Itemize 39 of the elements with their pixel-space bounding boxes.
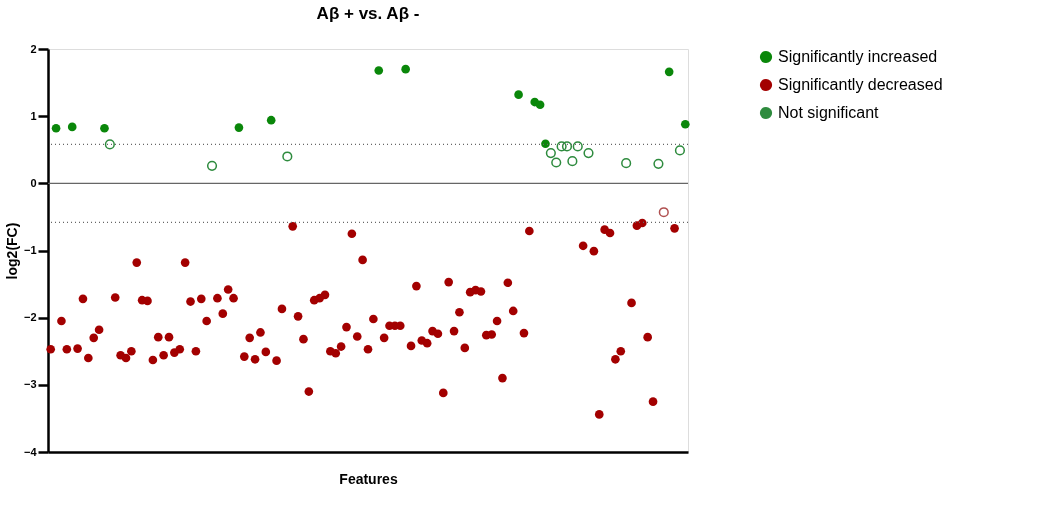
point	[67, 122, 77, 132]
x-axis-title: Features	[339, 470, 398, 487]
point	[282, 151, 293, 162]
point	[567, 156, 578, 167]
point	[658, 207, 669, 218]
y-tick-label: 2	[30, 42, 37, 55]
point	[266, 115, 276, 125]
y-tick-label: 0	[30, 176, 37, 189]
y-tick-label: −2	[23, 311, 37, 324]
legend-label: Significantly increased	[778, 48, 938, 65]
point	[100, 123, 109, 133]
y-tick-label: −3	[23, 378, 37, 391]
point	[51, 123, 61, 133]
point	[535, 100, 545, 110]
legend-label: Not significant	[778, 104, 880, 121]
y-axis-title: log2(FC)	[3, 222, 20, 280]
chart-title: Aβ + vs. Aβ -	[316, 4, 420, 23]
point	[551, 157, 562, 168]
point	[556, 141, 567, 152]
point	[674, 145, 686, 156]
point	[545, 148, 556, 159]
point	[561, 141, 573, 152]
point	[401, 64, 410, 74]
point	[104, 139, 115, 150]
y-tick-label: 1	[30, 109, 37, 122]
point	[583, 148, 594, 159]
point	[374, 66, 384, 75]
legend-label: Significantly decreased	[778, 76, 943, 93]
y-tick-label: −4	[23, 445, 38, 458]
point	[541, 139, 550, 149]
point	[664, 67, 674, 77]
point	[514, 90, 523, 99]
point	[680, 119, 690, 129]
point	[206, 160, 218, 171]
point	[621, 158, 632, 169]
y-tick-label: −1	[23, 244, 37, 256]
point	[572, 141, 583, 152]
point	[234, 123, 244, 132]
point	[653, 158, 664, 169]
